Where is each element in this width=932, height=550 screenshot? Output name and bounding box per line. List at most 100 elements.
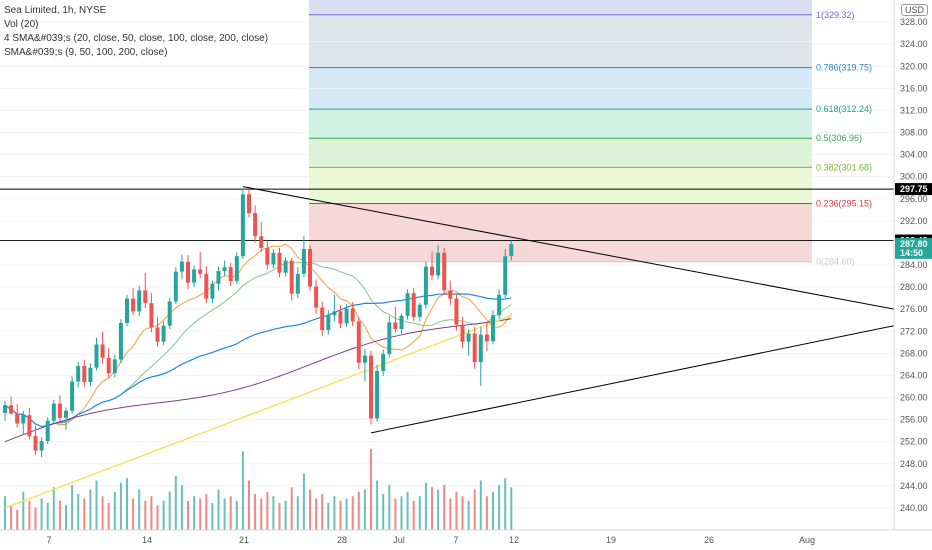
volume-bar	[290, 487, 293, 530]
candle-body	[155, 327, 160, 342]
sma-100-line	[4, 318, 512, 443]
price-axis-tick-label: 256.00	[900, 415, 928, 425]
candle-body	[405, 293, 410, 316]
volume-bar	[132, 498, 135, 530]
time-axis-tick-label: 7	[46, 535, 51, 545]
price-axis-area	[894, 0, 932, 550]
candle-body	[472, 333, 477, 363]
fib-zone	[309, 109, 812, 139]
candle-body	[301, 248, 306, 274]
candle-body	[442, 252, 447, 291]
candle-body	[222, 267, 227, 272]
candle-body	[161, 325, 166, 342]
volume-bar	[437, 489, 440, 530]
candle-body	[3, 405, 7, 413]
volume-bar	[449, 498, 452, 530]
volume-bar	[260, 498, 263, 530]
price-axis-tick-label: 244.00	[900, 481, 928, 491]
volume-bar	[205, 494, 208, 530]
candle-body	[375, 371, 380, 419]
candle-body	[356, 321, 361, 363]
candle-body	[149, 303, 154, 328]
volume-bar	[327, 503, 330, 530]
volume-bar	[144, 500, 147, 530]
candle-body	[326, 315, 331, 331]
candle-body	[173, 271, 178, 302]
volume-bar	[83, 498, 86, 530]
fib-level-label: 0.382(301.68)	[816, 162, 872, 172]
volume-bar	[382, 494, 385, 530]
candle-body	[338, 311, 343, 324]
candle-body	[228, 267, 233, 282]
price-axis-tick-label: 268.00	[900, 348, 928, 358]
candle-body	[289, 260, 294, 294]
volume-bar	[333, 496, 336, 530]
candle-body	[179, 261, 184, 272]
volume-bar	[65, 505, 67, 530]
candle-body	[76, 366, 81, 382]
candle-body	[21, 415, 26, 424]
candle-body	[100, 344, 105, 358]
price-axis-tick-label: 252.00	[900, 437, 928, 447]
candle-body	[411, 293, 416, 317]
price-axis-tick-label: 304.00	[900, 150, 928, 160]
volume-bar	[58, 500, 61, 530]
volume-bar	[199, 498, 202, 530]
trendline-lower	[370, 325, 895, 434]
volume-bar	[248, 480, 250, 530]
volume-bar	[321, 494, 324, 530]
volume-bar	[302, 473, 305, 530]
candle-body	[253, 213, 258, 237]
currency-badge[interactable]: USD	[900, 4, 928, 16]
volume-bar	[40, 498, 43, 530]
candle-body	[478, 334, 483, 363]
price-axis-tick-label: 240.00	[900, 503, 928, 513]
volume-bar	[388, 485, 391, 530]
candle-body	[216, 271, 221, 284]
candle-body	[381, 353, 386, 371]
price-axis-tick-label: 276.00	[900, 304, 928, 314]
candle-body	[387, 322, 392, 354]
volume-bar	[22, 491, 25, 530]
volume-bar	[52, 487, 55, 530]
volume-bar	[473, 489, 476, 530]
volume-bar	[180, 485, 183, 530]
candle-body	[448, 290, 453, 299]
candle-body	[271, 252, 276, 265]
price-axis-marker	[895, 183, 932, 196]
candle-body	[497, 294, 502, 316]
volume-bar	[394, 498, 397, 530]
fib-level-label: 0.5(306.96)	[816, 133, 862, 143]
volume-bar	[461, 496, 464, 530]
time-axis-tick-label: Aug	[799, 535, 815, 545]
candle-body	[192, 269, 197, 283]
candle-body	[240, 194, 245, 257]
candle-body	[234, 256, 239, 282]
price-axis-tick-label: 284.00	[900, 260, 928, 270]
fib-level-label: 0.618(312.24)	[816, 104, 872, 114]
volume-bar	[412, 500, 415, 530]
price-axis-tick-label: 320.00	[900, 61, 928, 71]
chart-legend: Sea Limited, 1h, NYSE Vol (20) 4 SMA&#03…	[4, 4, 268, 60]
volume-bar	[492, 491, 494, 530]
volume-bar	[71, 485, 74, 530]
candle-body	[70, 381, 75, 411]
volume-bar	[46, 503, 49, 530]
candle-body	[454, 298, 459, 325]
trendline-upper	[242, 186, 895, 310]
volume-bar	[376, 480, 379, 530]
price-axis-tick-label: 292.00	[900, 216, 928, 226]
candle-body	[503, 256, 508, 295]
candle-body	[393, 322, 398, 330]
candle-body	[247, 194, 251, 214]
candle-body	[509, 244, 514, 257]
volume-bar	[119, 482, 122, 530]
candle-body	[64, 410, 68, 418]
volume-bar	[174, 476, 177, 530]
volume-bar	[10, 505, 13, 530]
candle-body	[15, 413, 20, 424]
legend-volume: Vol (20)	[4, 19, 39, 30]
price-axis-tick-label: 308.00	[900, 128, 928, 138]
volume-bar	[4, 496, 6, 530]
